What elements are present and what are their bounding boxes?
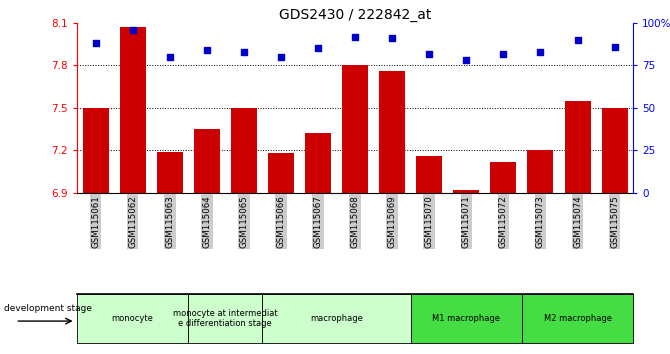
Bar: [194, 129, 220, 193]
Bar: [188, 294, 263, 343]
Point: [164, 54, 175, 60]
Bar: [522, 294, 633, 343]
Text: macrophage: macrophage: [310, 314, 363, 323]
Point: [572, 37, 583, 43]
Text: M2 macrophage: M2 macrophage: [543, 314, 612, 323]
Bar: [602, 108, 628, 193]
Text: GSM115075: GSM115075: [610, 195, 619, 248]
Point: [609, 44, 620, 50]
Bar: [527, 150, 553, 193]
Text: GSM115070: GSM115070: [425, 195, 433, 248]
Text: GSM115069: GSM115069: [388, 195, 397, 247]
Bar: [416, 156, 442, 193]
Text: development stage: development stage: [4, 304, 92, 313]
Point: [424, 51, 435, 56]
Text: GSM115074: GSM115074: [573, 195, 582, 248]
Bar: [263, 294, 411, 343]
Point: [535, 49, 546, 55]
Bar: [231, 108, 257, 193]
Point: [313, 46, 324, 51]
Text: GSM115065: GSM115065: [239, 195, 249, 248]
Bar: [565, 101, 590, 193]
Bar: [490, 162, 517, 193]
Point: [350, 34, 360, 39]
Bar: [454, 190, 479, 193]
Point: [239, 49, 249, 55]
Text: GSM115071: GSM115071: [462, 195, 471, 248]
Text: GSM115072: GSM115072: [499, 195, 508, 248]
Point: [90, 41, 101, 46]
Bar: [82, 108, 109, 193]
Text: monocyte: monocyte: [112, 314, 153, 323]
Bar: [411, 294, 522, 343]
Title: GDS2430 / 222842_at: GDS2430 / 222842_at: [279, 8, 431, 22]
Bar: [120, 27, 145, 193]
Point: [498, 51, 509, 56]
Point: [127, 27, 138, 33]
Text: GSM115062: GSM115062: [128, 195, 137, 248]
Bar: [379, 71, 405, 193]
Bar: [268, 153, 294, 193]
Bar: [305, 133, 331, 193]
Point: [387, 35, 397, 41]
Text: GSM115061: GSM115061: [91, 195, 100, 248]
Bar: [77, 294, 188, 343]
Text: GSM115068: GSM115068: [350, 195, 360, 248]
Text: monocyte at intermediat
e differentiation stage: monocyte at intermediat e differentiatio…: [173, 309, 277, 328]
Bar: [342, 65, 368, 193]
Text: GSM115067: GSM115067: [314, 195, 322, 248]
Point: [275, 54, 286, 60]
Point: [202, 47, 212, 53]
Point: [461, 58, 472, 63]
Bar: [157, 152, 183, 193]
Text: GSM115066: GSM115066: [277, 195, 285, 248]
Text: GSM115073: GSM115073: [536, 195, 545, 248]
Text: M1 macrophage: M1 macrophage: [432, 314, 500, 323]
Text: GSM115063: GSM115063: [165, 195, 174, 248]
Text: GSM115064: GSM115064: [202, 195, 211, 248]
